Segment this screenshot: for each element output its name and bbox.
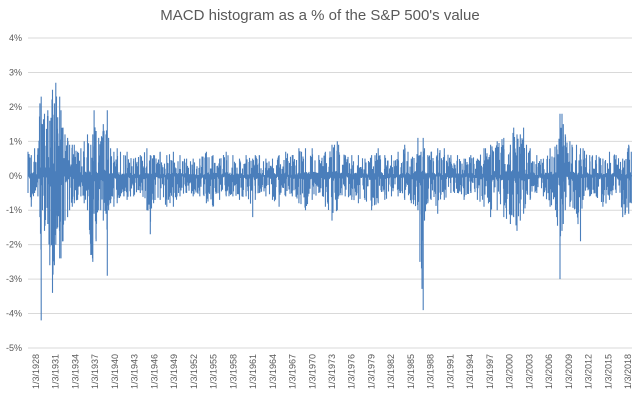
- y-tick-label: 2%: [9, 102, 22, 112]
- x-tick-label: 1/3/1979: [367, 354, 377, 389]
- x-tick-label: 1/3/1952: [189, 354, 199, 389]
- x-tick-label: 1/3/2006: [544, 354, 554, 389]
- x-tick-label: 1/3/1991: [445, 354, 455, 389]
- x-tick-label: 1/3/2012: [584, 354, 594, 389]
- x-tick-label: 1/3/1973: [327, 354, 337, 389]
- x-tick-label: 1/3/2018: [623, 354, 633, 389]
- x-tick-label: 1/3/1994: [465, 354, 475, 389]
- histogram-bars: [27, 82, 632, 321]
- x-tick-label: 1/3/2000: [505, 354, 515, 389]
- x-tick-label: 1/3/1985: [406, 354, 416, 389]
- x-tick-label: 1/3/1940: [110, 354, 120, 389]
- y-tick-label: -5%: [6, 343, 22, 353]
- x-tick-label: 1/3/1976: [347, 354, 357, 389]
- x-tick-label: 1/3/1931: [51, 354, 61, 389]
- chart-title: MACD histogram as a % of the S&P 500's v…: [160, 7, 480, 24]
- y-tick-label: 3%: [9, 67, 22, 77]
- y-tick-label: -2%: [6, 240, 22, 250]
- x-tick-label: 1/3/1946: [149, 354, 159, 389]
- x-tick-label: 1/3/1988: [426, 354, 436, 389]
- x-tick-label: 1/3/2015: [603, 354, 613, 389]
- x-tick-label: 1/3/1958: [228, 354, 238, 389]
- y-tick-label: 0%: [9, 171, 22, 181]
- x-tick-label: 1/3/1928: [31, 354, 41, 389]
- y-axis-ticks: 4% 3% 2% 1% 0% -1% -2% -3% -4% -5%: [6, 33, 22, 353]
- x-tick-label: 1/3/2009: [564, 354, 574, 389]
- x-tick-label: 1/3/1970: [307, 354, 317, 389]
- x-tick-label: 1/3/1934: [71, 354, 81, 389]
- histogram-series: [27, 82, 632, 321]
- y-tick-label: -1%: [6, 205, 22, 215]
- x-tick-label: 1/3/1961: [248, 354, 258, 389]
- x-tick-label: 1/3/1943: [130, 354, 140, 389]
- y-tick-label: -4%: [6, 309, 22, 319]
- x-axis-ticks: 1/3/1928 1/3/1931 1/3/1934 1/3/1937 1/3/1940…: [31, 354, 633, 389]
- x-tick-label: 1/3/1964: [268, 354, 278, 389]
- x-tick-label: 1/3/1955: [209, 354, 219, 389]
- y-tick-label: 1%: [9, 136, 22, 146]
- x-tick-label: 1/3/1949: [169, 354, 179, 389]
- x-tick-label: 1/3/1967: [288, 354, 298, 389]
- y-tick-label: 4%: [9, 33, 22, 43]
- y-tick-label: -3%: [6, 274, 22, 284]
- x-tick-label: 1/3/1982: [386, 354, 396, 389]
- x-tick-label: 1/3/2003: [524, 354, 534, 389]
- x-tick-label: 1/3/1997: [485, 354, 495, 389]
- x-tick-label: 1/3/1937: [90, 354, 100, 389]
